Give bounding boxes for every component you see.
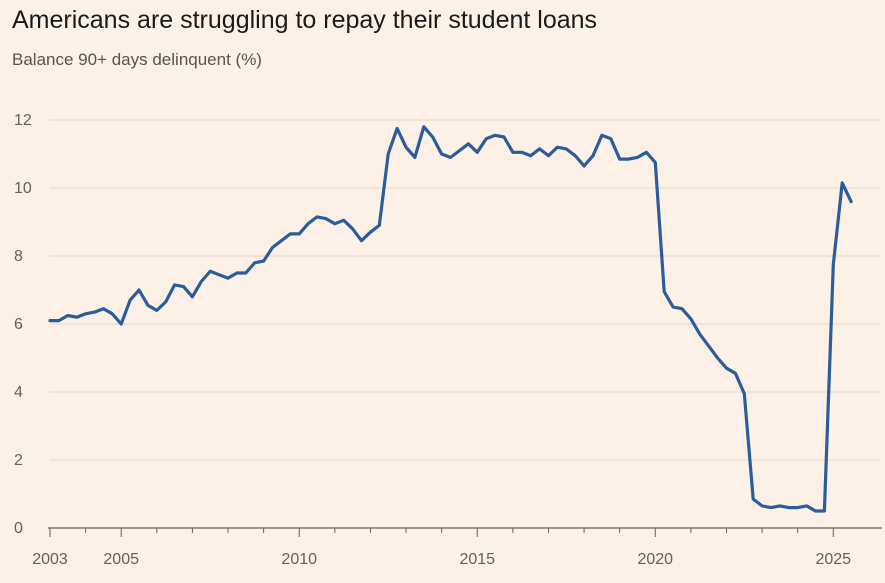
chart-subtitle: Balance 90+ days delinquent (%) bbox=[12, 50, 262, 69]
y-tick-label-4: 4 bbox=[14, 384, 23, 401]
y-tick-label-2: 2 bbox=[14, 452, 23, 469]
x-tick-label-2020: 2020 bbox=[637, 551, 673, 568]
y-axis: 0 2 4 6 8 10 12 bbox=[14, 112, 32, 537]
x-tick-label-2010: 2010 bbox=[281, 551, 317, 568]
x-tick-label-2003: 2003 bbox=[32, 551, 68, 568]
y-tick-label-8: 8 bbox=[14, 248, 23, 265]
x-tick-label-2005: 2005 bbox=[103, 551, 139, 568]
x-tick-label-2025: 2025 bbox=[815, 551, 851, 568]
y-tick-label-0: 0 bbox=[14, 520, 23, 537]
x-tick-label-2015: 2015 bbox=[459, 551, 495, 568]
chart-title: Americans are struggling to repay their … bbox=[12, 6, 598, 34]
y-tick-label-12: 12 bbox=[14, 112, 32, 129]
series-group bbox=[48, 125, 853, 513]
grid-lines bbox=[50, 119, 880, 461]
series-line-0 bbox=[48, 125, 853, 513]
x-axis: 2003 2005 2010 2015 2020 2025 bbox=[32, 527, 882, 568]
y-tick-label-6: 6 bbox=[14, 316, 23, 333]
y-tick-label-10: 10 bbox=[14, 180, 32, 197]
